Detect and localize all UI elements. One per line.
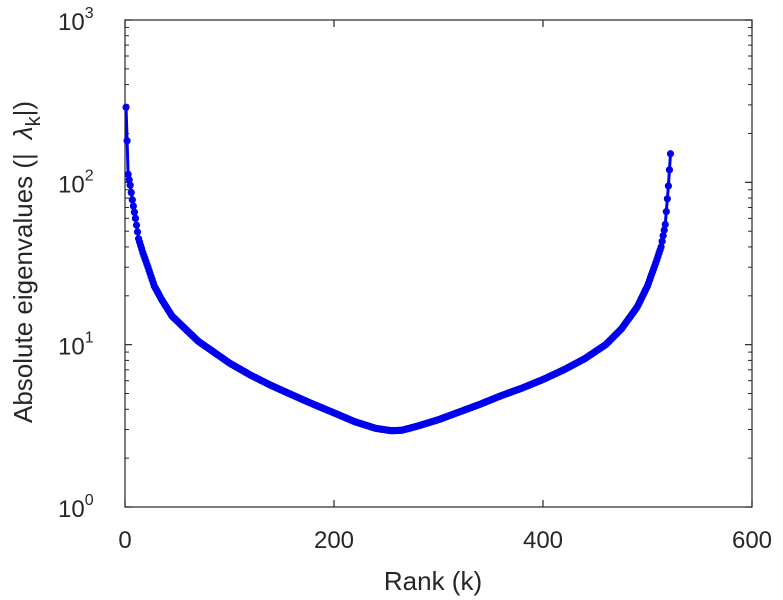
data-point: [126, 181, 134, 189]
y-tick-exponent: 3: [85, 5, 94, 22]
y-axis-label: Absolute eigenvalues (| λk|): [8, 101, 45, 423]
x-tick-label: 200: [314, 527, 354, 554]
data-point: [129, 202, 137, 210]
data-point: [122, 103, 130, 111]
data-point: [123, 137, 131, 145]
y-tick-label: 103: [58, 5, 94, 36]
data-point: [661, 220, 669, 229]
y-tick-exponent: 2: [85, 167, 94, 184]
series-layer: [122, 103, 675, 435]
data-point: [132, 221, 141, 229]
plot-area: [124, 19, 753, 508]
x-axis-ticks: 0 200 400 600: [118, 20, 772, 554]
y-axis-label-part-1: Absolute eigenvalues (|: [8, 153, 38, 423]
data-point: [125, 176, 133, 184]
data-point: [124, 170, 132, 178]
x-axis-label: Rank (k): [384, 566, 482, 596]
y-axis-label-lambda: λ: [8, 126, 38, 141]
data-point: [664, 182, 673, 190]
data-point: [663, 195, 671, 203]
data-point: [658, 237, 666, 245]
data-point: [657, 243, 665, 251]
data-point: [128, 196, 136, 204]
y-tick-label: 101: [58, 330, 94, 361]
y-tick-base: 10: [58, 171, 85, 198]
data-point: [133, 228, 142, 236]
y-tick-base: 10: [58, 9, 85, 36]
x-tick-label: 0: [118, 527, 131, 554]
y-tick-base: 10: [58, 334, 85, 361]
data-point: [130, 208, 139, 216]
x-tick-label: 400: [523, 527, 563, 554]
y-tick-label: 100: [58, 492, 94, 523]
data-point: [660, 226, 668, 234]
y-tick-exponent: 0: [85, 492, 94, 509]
y-axis-label-subscript: k: [23, 115, 45, 126]
y-tick-label: 102: [58, 167, 94, 198]
data-point: [662, 208, 670, 216]
data-point: [659, 232, 667, 240]
y-axis-label-part-end: |): [8, 101, 38, 116]
data-point: [665, 166, 674, 174]
data-point: [127, 188, 135, 197]
y-tick-base: 10: [58, 496, 85, 523]
x-tick-label: 600: [732, 527, 772, 554]
y-tick-exponent: 1: [85, 330, 94, 347]
data-point: [666, 150, 675, 158]
data-point: [131, 214, 140, 222]
